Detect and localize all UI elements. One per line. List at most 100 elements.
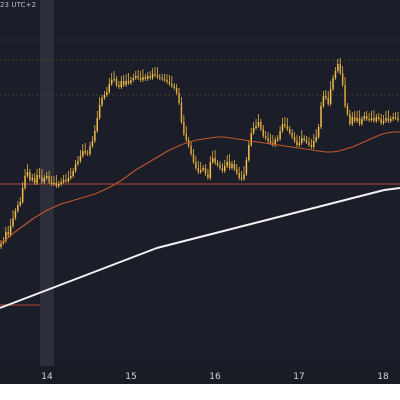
candle-body xyxy=(361,119,363,124)
candle-body xyxy=(159,77,161,79)
candle-body xyxy=(142,77,144,80)
candle-body xyxy=(43,178,46,182)
candle-body xyxy=(72,171,74,176)
candle-body xyxy=(214,158,216,163)
candle-body xyxy=(207,174,209,178)
candle-body xyxy=(139,78,142,80)
candle-body xyxy=(209,162,212,178)
candle-body xyxy=(327,98,329,104)
candle-body xyxy=(36,175,38,183)
candle-body xyxy=(94,131,96,141)
candle-body xyxy=(378,117,380,119)
candle-body xyxy=(147,76,149,79)
candle-body xyxy=(301,138,303,143)
candle-body xyxy=(151,74,154,78)
candle-body xyxy=(351,117,354,124)
candle-body xyxy=(183,122,185,134)
candle-body xyxy=(202,168,204,170)
candle-body xyxy=(53,183,55,185)
candle-body xyxy=(305,140,308,142)
candle-body xyxy=(382,121,385,123)
chart-panel xyxy=(0,0,400,366)
candle-body xyxy=(79,156,82,161)
candle-body xyxy=(284,124,286,126)
candle-body xyxy=(17,205,19,211)
candle-body xyxy=(125,81,127,85)
candle-body xyxy=(286,126,289,129)
candle-body xyxy=(163,79,166,81)
candle-body xyxy=(38,175,41,177)
x-tick-label: 18 xyxy=(377,372,389,382)
candle-body xyxy=(156,75,159,77)
candle-body xyxy=(130,80,132,83)
candle-body xyxy=(233,164,236,169)
candle-body xyxy=(276,139,279,141)
chart-plot[interactable]: 14 15 16 17 18 xyxy=(0,0,400,384)
candle-body xyxy=(315,137,317,141)
x-tick-label: 14 xyxy=(41,372,53,382)
candle-body xyxy=(24,176,26,188)
candle-body xyxy=(96,118,98,131)
candle-body xyxy=(373,118,375,121)
candle-body xyxy=(149,76,151,78)
x-tick-label: 17 xyxy=(293,372,304,382)
candle-body xyxy=(29,172,31,180)
candle-body xyxy=(370,118,373,120)
candle-body xyxy=(365,116,368,119)
candle-body xyxy=(298,143,301,145)
candle-body xyxy=(346,106,349,114)
x-tick-label: 16 xyxy=(209,372,221,382)
candle-body xyxy=(231,164,233,168)
candle-body xyxy=(385,118,387,121)
candle-body xyxy=(349,114,351,124)
candle-body xyxy=(317,127,320,137)
candle-body xyxy=(322,96,325,106)
candle-body xyxy=(397,118,399,120)
candle-body xyxy=(325,96,327,98)
candle-body xyxy=(228,162,231,168)
candle-body xyxy=(108,84,111,92)
candle-body xyxy=(12,218,14,226)
candle-body xyxy=(329,89,332,104)
candle-body xyxy=(252,128,255,133)
candle-body xyxy=(67,178,70,181)
candle-body xyxy=(57,184,60,186)
candle-body xyxy=(115,79,118,85)
candle-body xyxy=(260,122,262,129)
ma-short-line xyxy=(0,131,400,245)
candle-body xyxy=(250,133,252,145)
candle-body xyxy=(82,151,84,156)
candle-body xyxy=(267,138,269,141)
candle-body xyxy=(339,64,342,73)
candle-body xyxy=(89,146,91,154)
candle-body xyxy=(31,178,34,180)
candle-body xyxy=(41,177,43,182)
candle-body xyxy=(180,103,183,122)
candle-body xyxy=(204,168,207,174)
candle-body xyxy=(60,182,62,184)
candle-body xyxy=(101,98,103,105)
candle-body xyxy=(127,81,130,83)
candle-body xyxy=(310,145,313,147)
candle-body xyxy=(154,74,156,76)
candle-body xyxy=(291,133,293,137)
candle-body xyxy=(199,170,202,172)
candle-body xyxy=(243,174,245,179)
candle-body xyxy=(98,105,101,118)
candle-body xyxy=(262,129,265,136)
candle-body xyxy=(187,140,190,146)
candle-body xyxy=(7,232,9,235)
candle-body xyxy=(50,182,53,184)
candle-body xyxy=(55,183,58,186)
candle-body xyxy=(257,122,260,126)
candle-body xyxy=(86,153,89,155)
x-tick-label: 15 xyxy=(125,372,136,382)
candle-body xyxy=(26,172,29,176)
candle-body xyxy=(303,138,305,140)
candle-body xyxy=(19,202,21,205)
candle-body xyxy=(356,118,358,121)
candle-body xyxy=(387,118,390,121)
candle-body xyxy=(341,73,344,85)
candle-body xyxy=(255,126,257,128)
